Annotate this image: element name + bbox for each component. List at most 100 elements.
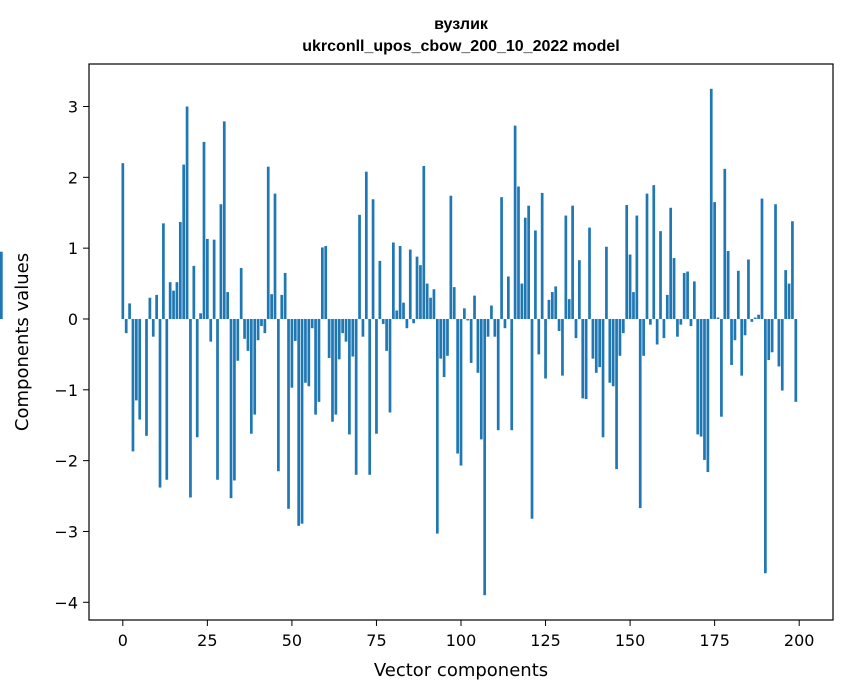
bar-163 [672,258,676,319]
bar-20 [189,318,192,498]
bar-122 [534,230,537,319]
bar-53 [300,318,304,524]
bar-30 [222,121,226,319]
bar-145 [611,318,615,387]
bar-41 [260,318,263,327]
bar-92 [432,289,436,319]
bar-129 [557,318,561,332]
bar-183 [740,318,744,376]
bar-184 [743,318,747,336]
bar-93 [435,318,439,534]
bar-81 [395,310,399,319]
bar-138 [588,227,591,319]
bar-35 [239,267,243,319]
bar-139 [591,318,595,359]
bar-60 [324,246,328,319]
bar-148 [621,318,625,334]
bar-26 [209,318,213,342]
bar-157 [652,185,656,319]
bar-123 [537,318,541,355]
bar-32 [229,318,233,499]
bar-4 [134,318,138,401]
bar-180 [730,318,733,366]
bar-73 [368,318,372,475]
y-tick-label-1: 1 [68,239,78,258]
bar-80 [392,242,395,319]
bar-182 [736,270,740,319]
bar-194 [777,318,781,367]
x-tick-label-150: 150 [615,631,646,650]
bar-3 [131,318,135,452]
bar-25 [206,238,209,319]
bar-164 [676,318,679,337]
bar-44 [270,294,273,319]
bar-50 [290,318,294,388]
y-tick-label--4: −4 [54,593,78,612]
bar-117 [517,186,520,319]
x-tick-label-125: 125 [530,631,561,650]
x-tick-label-175: 175 [699,631,730,650]
bar-51 [293,318,297,341]
bar-161 [665,294,669,319]
bar-58 [317,318,321,402]
x-tick-label-0: 0 [118,631,128,650]
y-tick-label--2: −2 [54,452,78,471]
bar-134 [574,318,578,339]
bar-118 [520,283,524,319]
bar-48 [283,272,287,319]
bar-181 [733,318,737,341]
bar-39 [253,318,257,415]
bar-86 [412,318,416,324]
bar-173 [706,318,710,472]
bar-126 [547,299,551,319]
bar-90 [425,283,429,319]
bar-114 [506,276,510,319]
bar-185 [747,259,750,319]
bar-140 [594,318,598,373]
bar-143 [605,246,608,319]
bar-series [0,88,798,596]
bar-133 [571,205,574,319]
bar-179 [726,250,730,319]
bar-189 [760,198,764,319]
bar-104 [473,295,476,319]
bar-12 [162,223,165,319]
bar-18 [182,164,186,319]
bar-196 [784,270,788,319]
bar-132 [567,299,571,319]
bar-40 [256,318,260,341]
bar-110 [493,318,497,337]
bar-99 [456,318,459,454]
bar-106 [479,318,483,440]
bar-64 [337,318,341,360]
bar-113 [503,318,507,329]
bar-96 [446,318,449,356]
bar-70 [358,214,361,319]
bar-116 [513,125,517,319]
bar-155 [645,193,649,319]
bar-160 [662,318,666,339]
bar-103 [469,318,473,363]
bar-108 [486,318,490,337]
bar-69 [354,318,358,475]
bar-198 [791,221,794,319]
bar-186 [750,318,754,322]
x-tick-label-25: 25 [197,631,217,650]
bar-34 [236,318,240,361]
bar-83 [402,302,405,319]
x-tick-label-50: 50 [282,631,302,650]
x-tick-label-75: 75 [366,631,386,650]
bar-124 [540,192,544,319]
bar-59 [320,247,324,319]
bar-65 [341,318,344,334]
bar-153 [638,318,642,509]
bar-100 [459,318,463,466]
bar-47 [280,294,284,319]
bar-11 [158,318,162,488]
bar-17 [178,221,182,319]
bar-197 [787,283,791,319]
bar-144 [608,318,612,383]
bar-21 [192,265,196,319]
